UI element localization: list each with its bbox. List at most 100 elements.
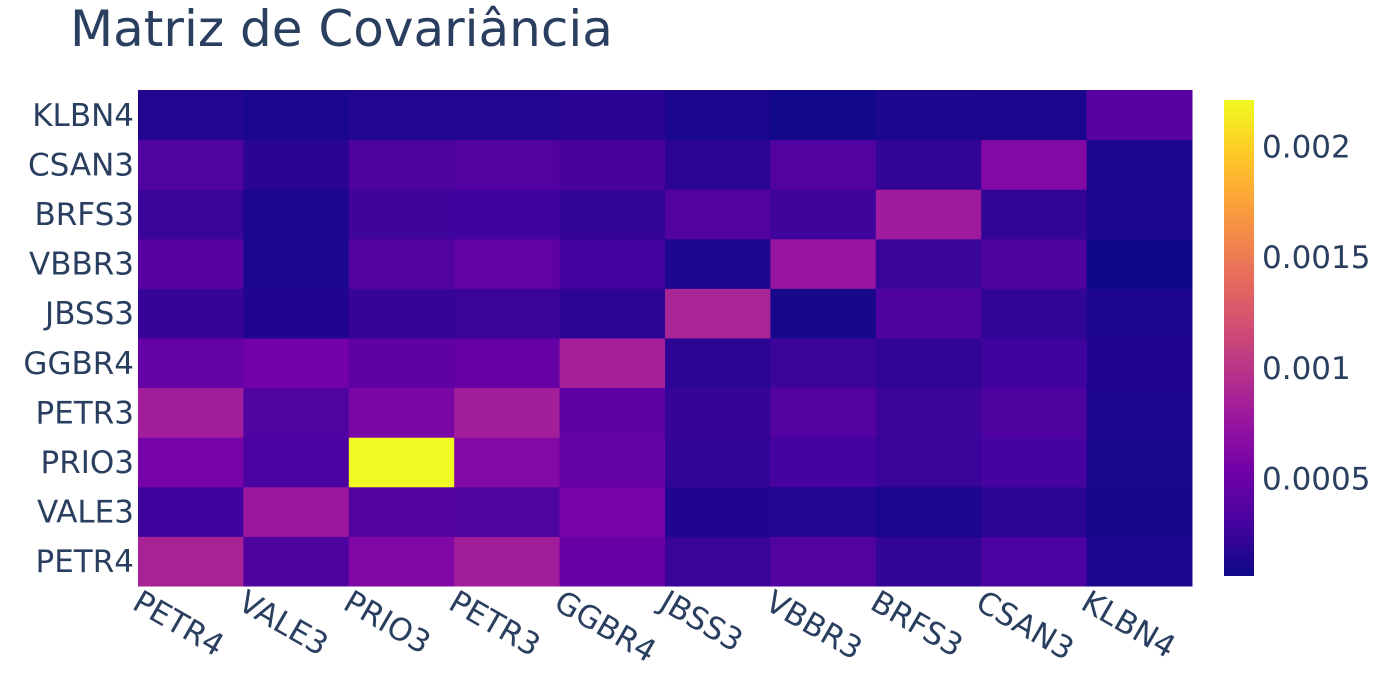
heatmap-cell-PRIO3-KLBN4[interactable] bbox=[1086, 437, 1193, 488]
heatmap-cell-PETR4-JBSS3[interactable] bbox=[665, 536, 771, 587]
heatmap-cell-VBBR3-VBBR3[interactable] bbox=[770, 238, 877, 289]
heatmap-cell-BRFS3-BRFS3[interactable] bbox=[875, 189, 982, 240]
heatmap-cell-GGBR4-VALE3[interactable] bbox=[243, 338, 350, 389]
heatmap-cell-PETR4-CSAN3[interactable] bbox=[981, 536, 1088, 587]
heatmap-cell-PETR4-KLBN4[interactable] bbox=[1086, 536, 1193, 587]
heatmap-cell-VBBR3-PRIO3[interactable] bbox=[348, 238, 455, 289]
heatmap-cell-PETR3-JBSS3[interactable] bbox=[665, 387, 771, 438]
heatmap-cell-KLBN4-BRFS3[interactable] bbox=[875, 90, 982, 141]
heatmap-cell-KLBN4-KLBN4[interactable] bbox=[1086, 90, 1193, 141]
heatmap-cell-CSAN3-PETR4[interactable] bbox=[138, 139, 244, 190]
heatmap-cell-JBSS3-GGBR4[interactable] bbox=[559, 288, 666, 339]
heatmap-cell-KLBN4-VALE3[interactable] bbox=[243, 90, 350, 141]
heatmap-cell-JBSS3-KLBN4[interactable] bbox=[1086, 288, 1193, 339]
heatmap-cell-PETR4-PETR3[interactable] bbox=[454, 536, 561, 587]
heatmap-cell-VALE3-VBBR3[interactable] bbox=[770, 486, 877, 537]
heatmap-cell-CSAN3-KLBN4[interactable] bbox=[1086, 139, 1193, 190]
heatmap-cell-PETR3-VALE3[interactable] bbox=[243, 387, 350, 438]
heatmap-cell-VALE3-VALE3[interactable] bbox=[243, 486, 350, 537]
heatmap-cell-GGBR4-BRFS3[interactable] bbox=[875, 338, 982, 389]
heatmap-cell-VBBR3-PETR3[interactable] bbox=[454, 238, 561, 289]
heatmap-cell-PRIO3-VBBR3[interactable] bbox=[770, 437, 877, 488]
heatmap-cell-KLBN4-GGBR4[interactable] bbox=[559, 90, 666, 141]
heatmap-cell-KLBN4-VBBR3[interactable] bbox=[770, 90, 877, 141]
heatmap-cell-JBSS3-BRFS3[interactable] bbox=[875, 288, 982, 339]
heatmap-cell-CSAN3-PETR3[interactable] bbox=[454, 139, 561, 190]
heatmap-cell-BRFS3-JBSS3[interactable] bbox=[665, 189, 771, 240]
heatmap-cell-VALE3-JBSS3[interactable] bbox=[665, 486, 771, 537]
heatmap-cell-PETR3-GGBR4[interactable] bbox=[559, 387, 666, 438]
heatmap-cell-PETR4-PETR4[interactable] bbox=[138, 536, 244, 587]
heatmap-cell-PETR3-BRFS3[interactable] bbox=[875, 387, 982, 438]
heatmap-cell-PETR3-PETR4[interactable] bbox=[138, 387, 244, 438]
heatmap-cell-GGBR4-CSAN3[interactable] bbox=[981, 338, 1088, 389]
heatmap-cell-GGBR4-PRIO3[interactable] bbox=[348, 338, 455, 389]
heatmap-cell-CSAN3-VBBR3[interactable] bbox=[770, 139, 877, 190]
heatmap-cell-BRFS3-KLBN4[interactable] bbox=[1086, 189, 1193, 240]
heatmap-cell-JBSS3-CSAN3[interactable] bbox=[981, 288, 1088, 339]
heatmap-cell-PETR4-VALE3[interactable] bbox=[243, 536, 350, 587]
heatmap-cell-CSAN3-VALE3[interactable] bbox=[243, 139, 350, 190]
heatmap-cell-GGBR4-KLBN4[interactable] bbox=[1086, 338, 1193, 389]
heatmap-cell-PRIO3-CSAN3[interactable] bbox=[981, 437, 1088, 488]
heatmap-cell-VBBR3-VALE3[interactable] bbox=[243, 238, 350, 289]
heatmap-cell-PETR4-BRFS3[interactable] bbox=[875, 536, 982, 587]
heatmap-cell-GGBR4-JBSS3[interactable] bbox=[665, 338, 771, 389]
heatmap-cell-GGBR4-PETR3[interactable] bbox=[454, 338, 561, 389]
heatmap-cell-PETR3-KLBN4[interactable] bbox=[1086, 387, 1193, 438]
heatmap-cell-VALE3-PETR3[interactable] bbox=[454, 486, 561, 537]
heatmap-cell-PRIO3-PETR4[interactable] bbox=[138, 437, 244, 488]
heatmap-cell-GGBR4-PETR4[interactable] bbox=[138, 338, 244, 389]
heatmap-cell-BRFS3-PETR4[interactable] bbox=[138, 189, 244, 240]
heatmap-cell-PRIO3-GGBR4[interactable] bbox=[559, 437, 666, 488]
heatmap-cell-VALE3-PETR4[interactable] bbox=[138, 486, 244, 537]
heatmap-cell-JBSS3-VALE3[interactable] bbox=[243, 288, 350, 339]
heatmap-cell-BRFS3-CSAN3[interactable] bbox=[981, 189, 1088, 240]
heatmap-cell-PRIO3-PRIO3[interactable] bbox=[348, 437, 455, 488]
heatmap-cell-VALE3-PRIO3[interactable] bbox=[348, 486, 455, 537]
heatmap-cell-BRFS3-VBBR3[interactable] bbox=[770, 189, 877, 240]
heatmap-cell-CSAN3-JBSS3[interactable] bbox=[665, 139, 771, 190]
heatmap-cell-PETR4-GGBR4[interactable] bbox=[559, 536, 666, 587]
heatmap-cell-VBBR3-KLBN4[interactable] bbox=[1086, 238, 1193, 289]
heatmap-cell-KLBN4-PETR3[interactable] bbox=[454, 90, 561, 141]
heatmap-cell-PETR3-PETR3[interactable] bbox=[454, 387, 561, 438]
heatmap-cell-JBSS3-VBBR3[interactable] bbox=[770, 288, 877, 339]
heatmap-cell-JBSS3-PRIO3[interactable] bbox=[348, 288, 455, 339]
heatmap-cell-KLBN4-JBSS3[interactable] bbox=[665, 90, 771, 141]
heatmap-cell-PRIO3-PETR3[interactable] bbox=[454, 437, 561, 488]
heatmap-cell-VBBR3-BRFS3[interactable] bbox=[875, 238, 982, 289]
heatmap-cell-PRIO3-VALE3[interactable] bbox=[243, 437, 350, 488]
heatmap-cell-PETR4-PRIO3[interactable] bbox=[348, 536, 455, 587]
heatmap-cell-VBBR3-JBSS3[interactable] bbox=[665, 238, 771, 289]
heatmap-cell-BRFS3-PETR3[interactable] bbox=[454, 189, 561, 240]
heatmap-cell-JBSS3-JBSS3[interactable] bbox=[665, 288, 771, 339]
heatmap-cell-PETR3-CSAN3[interactable] bbox=[981, 387, 1088, 438]
heatmap-cell-KLBN4-PRIO3[interactable] bbox=[348, 90, 455, 141]
heatmap-cell-VBBR3-GGBR4[interactable] bbox=[559, 238, 666, 289]
heatmap-cell-CSAN3-BRFS3[interactable] bbox=[875, 139, 982, 190]
heatmap-cell-VBBR3-CSAN3[interactable] bbox=[981, 238, 1088, 289]
heatmap-cell-BRFS3-VALE3[interactable] bbox=[243, 189, 350, 240]
heatmap-cell-CSAN3-CSAN3[interactable] bbox=[981, 139, 1088, 190]
heatmap-cell-VALE3-BRFS3[interactable] bbox=[875, 486, 982, 537]
heatmap-cell-BRFS3-PRIO3[interactable] bbox=[348, 189, 455, 240]
heatmap-cell-PETR3-PRIO3[interactable] bbox=[348, 387, 455, 438]
heatmap-cell-KLBN4-PETR4[interactable] bbox=[138, 90, 244, 141]
heatmap-cell-BRFS3-GGBR4[interactable] bbox=[559, 189, 666, 240]
heatmap-cell-VBBR3-PETR4[interactable] bbox=[138, 238, 244, 289]
heatmap-cell-GGBR4-GGBR4[interactable] bbox=[559, 338, 666, 389]
heatmap-cell-GGBR4-VBBR3[interactable] bbox=[770, 338, 877, 389]
heatmap-cell-CSAN3-GGBR4[interactable] bbox=[559, 139, 666, 190]
heatmap-cell-JBSS3-PETR4[interactable] bbox=[138, 288, 244, 339]
heatmap-cell-KLBN4-CSAN3[interactable] bbox=[981, 90, 1088, 141]
heatmap-cell-VALE3-CSAN3[interactable] bbox=[981, 486, 1088, 537]
heatmap-cell-PRIO3-BRFS3[interactable] bbox=[875, 437, 982, 488]
heatmap-cell-VALE3-GGBR4[interactable] bbox=[559, 486, 666, 537]
heatmap-cell-PETR4-VBBR3[interactable] bbox=[770, 536, 877, 587]
heatmap-cell-CSAN3-PRIO3[interactable] bbox=[348, 139, 455, 190]
heatmap-cell-VALE3-KLBN4[interactable] bbox=[1086, 486, 1193, 537]
heatmap-cell-JBSS3-PETR3[interactable] bbox=[454, 288, 561, 339]
heatmap-cell-PETR3-VBBR3[interactable] bbox=[770, 387, 877, 438]
heatmap-cell-PRIO3-JBSS3[interactable] bbox=[665, 437, 771, 488]
